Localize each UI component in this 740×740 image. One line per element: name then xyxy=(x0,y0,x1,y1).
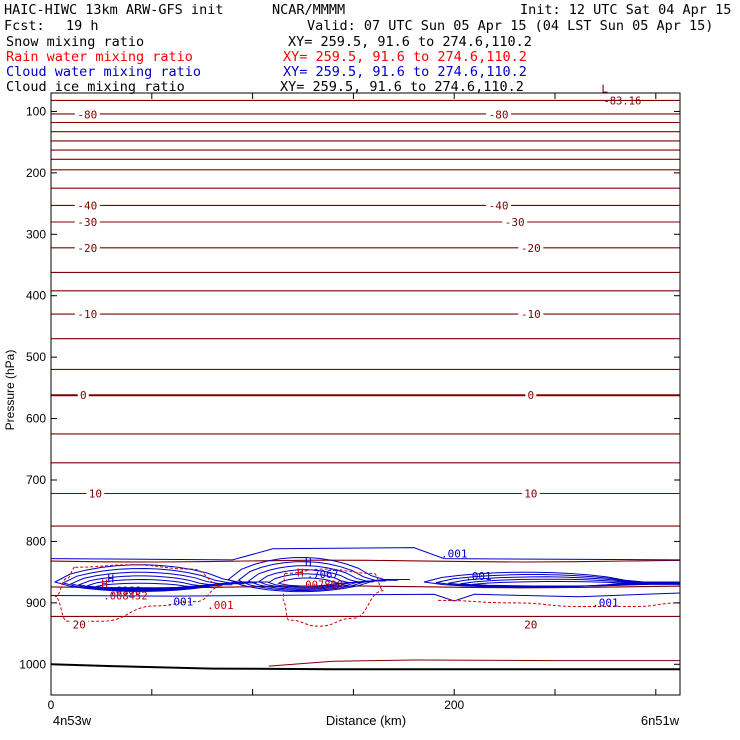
isotherm-label: -80 xyxy=(489,109,509,122)
cloud-water-contour xyxy=(61,567,257,592)
cloud-water-label: .001 xyxy=(592,597,619,610)
y-tick-label: 100 xyxy=(26,104,46,118)
field-name-cloud-ice: Cloud ice mixing ratio xyxy=(6,79,185,95)
isotherm-label: -40 xyxy=(77,199,97,212)
extremum-value: .007809 xyxy=(299,579,343,591)
isotherm-label: 20 xyxy=(73,618,86,631)
rain-water-contour xyxy=(54,564,223,622)
cloud-water-contour xyxy=(472,581,680,587)
model-title: HAIC-HIWC 13km ARW-GFS init xyxy=(4,2,224,18)
isotherm-label: -10 xyxy=(521,308,541,321)
isotherm-label: -30 xyxy=(505,216,525,229)
cloud-water-contour xyxy=(50,592,681,602)
cloud-water-contour xyxy=(257,569,374,589)
isotherm-label: 10 xyxy=(89,488,102,501)
forecast-hour: 19 h xyxy=(66,18,99,34)
contour-labels: -80 -80 -40 -40 -30 -30 -20 -20 -10 -10 0 0 10 10 20 20… xyxy=(70,82,641,631)
cloud-water-contour xyxy=(267,573,362,588)
cloud-water-contour xyxy=(237,561,398,591)
isotherm-label: 20 xyxy=(524,618,537,631)
plot-border xyxy=(50,92,681,696)
terrain-surface xyxy=(50,659,680,671)
extremum-marker: H xyxy=(101,577,108,590)
x-axis-left-end-label: 4n53w xyxy=(53,713,92,728)
field-xy-rain: XY= 259.5, 91.6 to 274.6,110.2 xyxy=(283,49,527,65)
y-axis-title: Pressure (hPa) xyxy=(3,350,17,431)
rain-water-contour xyxy=(438,599,681,607)
y-tick-label: 500 xyxy=(26,350,46,364)
y-tick-label: 300 xyxy=(26,227,46,241)
cloud-water-contour xyxy=(50,547,681,561)
extremum-marker: L xyxy=(601,82,608,95)
isotherm-label: -20 xyxy=(521,242,541,255)
y-tick-label: 200 xyxy=(26,166,46,180)
y-tick-label: 700 xyxy=(26,473,46,487)
isotherm-line xyxy=(50,559,681,563)
y-tick-label: 1000 xyxy=(19,657,46,671)
x-axis-right-end-label: 6n51w xyxy=(641,713,680,728)
valid-time: Valid: 07 UTC Sun 05 Apr 15 (04 LST Sun … xyxy=(307,18,714,34)
cloud-water-contour xyxy=(277,577,350,587)
rain-water-contours xyxy=(54,564,681,627)
x-tick-label: 200 xyxy=(444,698,464,712)
extremum-marker: H xyxy=(297,566,304,579)
y-tick-label: 600 xyxy=(26,412,46,426)
cloud-water-contour xyxy=(247,565,386,590)
rain-water-label: .001 xyxy=(207,599,234,612)
x-axis-title: Distance (km) xyxy=(326,713,406,728)
extremum-marker: H xyxy=(305,556,312,569)
isotherm-label: 0 xyxy=(80,389,87,402)
extremum-value: .7067 xyxy=(307,569,339,581)
cloud-water-contour xyxy=(77,575,233,591)
isotherm-line xyxy=(268,659,680,667)
extremum-value: -83.16 xyxy=(603,95,641,107)
field-name-rain: Rain water mixing ratio xyxy=(6,49,193,65)
y-tick-label: 400 xyxy=(26,289,46,303)
cloud-water-contours xyxy=(50,547,681,602)
plot-frame xyxy=(50,92,681,696)
y-tick-label: 900 xyxy=(26,596,46,610)
init-time: Init: 12 UTC Sat 04 Apr 15 xyxy=(520,2,732,18)
extremum-marker: H xyxy=(107,573,114,586)
org-label: NCAR/MMMM xyxy=(272,2,346,18)
x-tick-label: 0 xyxy=(48,698,55,712)
extremum-value: .6966 xyxy=(109,586,141,598)
isotherm-label: -30 xyxy=(77,216,97,229)
field-xy-cloud-ice: XY= 259.5, 91.6 to 274.6,110.2 xyxy=(280,79,524,95)
cloud-water-contour xyxy=(227,556,410,593)
isotherm-label: -10 xyxy=(77,308,97,321)
cloud-water-contour xyxy=(69,571,245,591)
field-name-cloud-water: Cloud water mixing ratio xyxy=(6,64,202,80)
isotherm-label: 0 xyxy=(528,389,535,402)
cloud-water-contour xyxy=(87,578,221,590)
field-xy-snow: XY= 259.5, 91.6 to 274.6,110.2 xyxy=(288,34,532,50)
isotherm-label: -80 xyxy=(77,109,97,122)
extremum-value: .008452 xyxy=(103,590,147,602)
isotherm-label: 10 xyxy=(524,488,537,501)
isotherm-label: -20 xyxy=(77,242,97,255)
field-xy-cloud-water: XY= 259.5, 91.6 to 274.6,110.2 xyxy=(283,64,527,80)
y-tick-label: 800 xyxy=(26,534,46,548)
temperature-isotherms xyxy=(50,99,681,617)
forecast-label: Fcst: xyxy=(4,18,45,34)
rain-water-contour xyxy=(282,568,384,627)
surface-line xyxy=(50,663,680,671)
cloud-water-contour xyxy=(95,582,209,589)
isotherm-label: -40 xyxy=(489,199,509,212)
cloud-water-label: .001 xyxy=(465,570,492,583)
cloud-water-label: .001 xyxy=(167,595,194,608)
field-name-snow: Snow mixing ratio xyxy=(6,34,145,50)
cloud-water-label: .001 xyxy=(441,547,468,560)
